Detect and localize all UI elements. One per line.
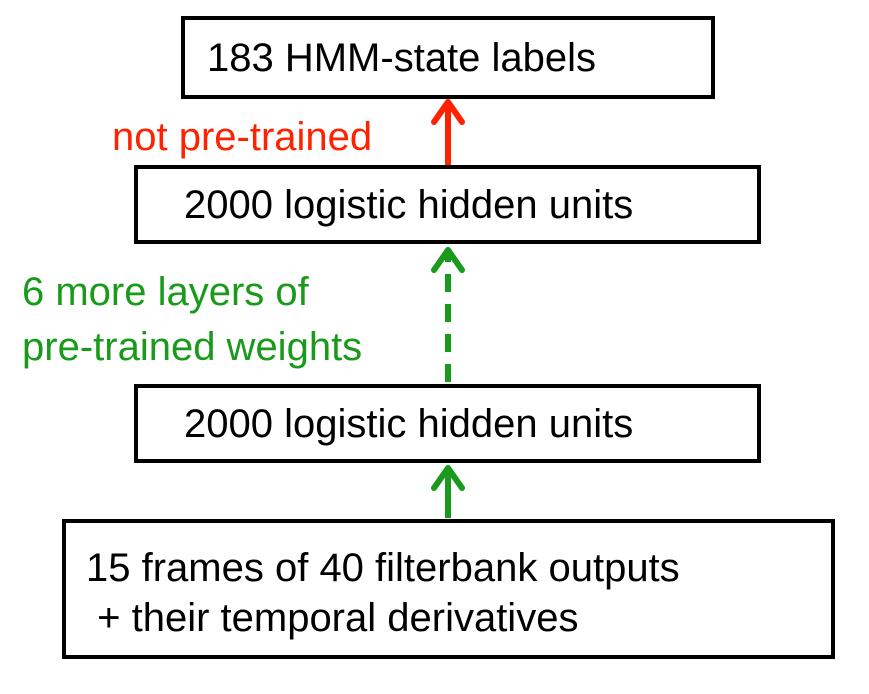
lower-hidden-layer-box: 2000 logistic hidden units [134,384,761,463]
red-up-arrow-icon [431,99,465,165]
output-labels-box: 183 HMM-state labels [181,16,715,99]
upper-hidden-layer-text: 2000 logistic hidden units [184,182,634,227]
pretrained-label-line1: 6 more layers of [22,270,309,314]
input-features-line1: 15 frames of 40 filterbank outputs [86,546,680,590]
output-labels-text: 183 HMM-state labels [207,35,597,80]
upper-hidden-layer-box: 2000 logistic hidden units [134,165,761,244]
input-features-line2: + their temporal derivatives [86,596,579,640]
pretrained-label-line2: pre-trained weights [22,325,363,369]
not-pretrained-label: not pre-trained [112,115,373,159]
lower-hidden-layer-text: 2000 logistic hidden units [184,401,634,446]
green-up-arrow-icon [431,465,465,518]
green-dashed-up-arrow-icon [431,247,465,382]
input-features-box: 15 frames of 40 filterbank outputs + the… [62,519,835,659]
